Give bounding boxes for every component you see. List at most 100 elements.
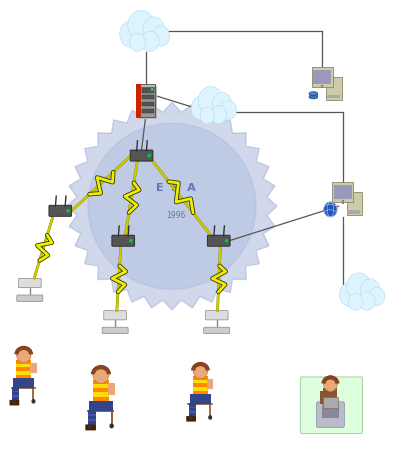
- Bar: [88, 425, 96, 426]
- Circle shape: [211, 106, 227, 124]
- Circle shape: [348, 294, 363, 310]
- FancyBboxPatch shape: [85, 425, 96, 431]
- Ellipse shape: [204, 331, 229, 333]
- Bar: [189, 407, 196, 408]
- Bar: [93, 393, 109, 396]
- Bar: [12, 387, 19, 401]
- Circle shape: [151, 88, 153, 91]
- Circle shape: [359, 292, 375, 310]
- Bar: [319, 391, 324, 404]
- Text: 1996: 1996: [166, 211, 186, 220]
- Bar: [193, 387, 208, 391]
- FancyBboxPatch shape: [130, 150, 153, 161]
- FancyBboxPatch shape: [186, 416, 196, 422]
- Bar: [193, 380, 208, 383]
- Bar: [89, 400, 112, 411]
- Bar: [16, 367, 31, 371]
- Bar: [193, 376, 208, 380]
- Bar: [93, 388, 109, 393]
- Circle shape: [193, 362, 208, 379]
- Bar: [12, 395, 19, 397]
- Bar: [312, 67, 333, 87]
- Bar: [309, 94, 318, 97]
- Bar: [190, 394, 211, 404]
- Circle shape: [109, 423, 114, 428]
- FancyBboxPatch shape: [17, 295, 43, 301]
- Circle shape: [16, 346, 31, 363]
- FancyBboxPatch shape: [49, 205, 72, 216]
- FancyBboxPatch shape: [317, 402, 344, 427]
- Circle shape: [88, 423, 92, 428]
- Bar: [323, 397, 338, 408]
- FancyBboxPatch shape: [204, 327, 230, 334]
- Bar: [326, 77, 342, 100]
- Bar: [88, 419, 96, 421]
- Circle shape: [31, 399, 36, 404]
- FancyBboxPatch shape: [9, 400, 19, 406]
- Bar: [93, 384, 109, 388]
- Bar: [348, 210, 360, 213]
- Ellipse shape: [103, 331, 127, 333]
- Ellipse shape: [18, 298, 42, 301]
- Circle shape: [347, 273, 371, 300]
- Bar: [16, 375, 31, 378]
- Bar: [93, 396, 109, 400]
- Bar: [327, 95, 340, 99]
- Bar: [207, 379, 213, 389]
- Circle shape: [369, 287, 385, 306]
- Bar: [334, 186, 352, 199]
- Circle shape: [225, 239, 228, 243]
- Bar: [313, 70, 331, 84]
- FancyBboxPatch shape: [205, 311, 228, 320]
- Circle shape: [12, 399, 16, 404]
- Circle shape: [360, 279, 380, 301]
- FancyBboxPatch shape: [137, 86, 157, 119]
- Circle shape: [152, 26, 170, 46]
- Bar: [13, 378, 34, 388]
- Bar: [12, 391, 19, 392]
- Circle shape: [143, 17, 164, 41]
- Text: E  S  A: E S A: [156, 183, 196, 193]
- Circle shape: [93, 365, 109, 383]
- Bar: [142, 95, 154, 100]
- FancyBboxPatch shape: [300, 377, 362, 433]
- Circle shape: [128, 10, 155, 41]
- Circle shape: [212, 93, 232, 115]
- Bar: [136, 84, 155, 117]
- Bar: [16, 363, 31, 367]
- Circle shape: [339, 282, 360, 307]
- Bar: [322, 406, 339, 418]
- Circle shape: [189, 415, 193, 420]
- Circle shape: [148, 154, 151, 157]
- Bar: [189, 403, 196, 418]
- Circle shape: [66, 209, 70, 213]
- Circle shape: [130, 33, 146, 51]
- FancyBboxPatch shape: [112, 235, 135, 246]
- Bar: [332, 182, 353, 201]
- FancyBboxPatch shape: [104, 311, 126, 320]
- Bar: [189, 412, 196, 413]
- Circle shape: [129, 239, 133, 243]
- Bar: [142, 88, 154, 93]
- Ellipse shape: [309, 92, 318, 95]
- Bar: [30, 363, 37, 373]
- Bar: [108, 383, 115, 394]
- Bar: [16, 360, 31, 363]
- Circle shape: [324, 375, 337, 391]
- Bar: [136, 84, 141, 117]
- Bar: [347, 193, 362, 215]
- Circle shape: [191, 96, 212, 120]
- Circle shape: [198, 87, 223, 114]
- Bar: [136, 84, 155, 88]
- FancyBboxPatch shape: [18, 278, 41, 288]
- Bar: [88, 414, 96, 416]
- Circle shape: [208, 415, 212, 420]
- Polygon shape: [67, 102, 277, 310]
- FancyBboxPatch shape: [102, 327, 128, 334]
- Circle shape: [200, 107, 215, 124]
- Circle shape: [120, 21, 143, 47]
- Circle shape: [324, 202, 337, 217]
- Polygon shape: [88, 123, 256, 289]
- Bar: [142, 109, 154, 113]
- Bar: [12, 400, 19, 401]
